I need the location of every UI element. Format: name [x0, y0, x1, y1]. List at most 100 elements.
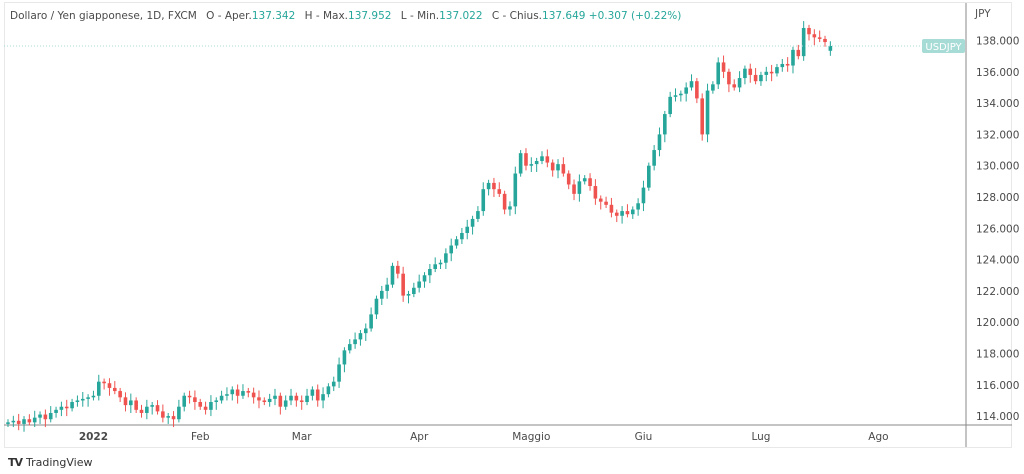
candle-down — [812, 34, 817, 38]
chart-frame — [4, 2, 1012, 448]
candle-up — [438, 262, 443, 265]
candle-down — [198, 402, 203, 407]
candle-down — [113, 387, 117, 392]
candle-up — [177, 406, 181, 420]
candle-up — [337, 364, 341, 382]
candle-up — [129, 400, 133, 406]
candle-down — [27, 419, 32, 423]
symbol-title: Dollaro / Yen giapponese, 1D, FXCM — [10, 10, 197, 22]
y-tick-label: 116.000 — [976, 380, 1019, 392]
candle-up — [422, 275, 427, 282]
candle-down — [203, 406, 208, 410]
candle-up — [369, 314, 373, 329]
candle-down — [171, 416, 176, 420]
y-tick-label: 118.000 — [976, 349, 1019, 361]
candle-up — [412, 287, 416, 295]
symbol-price-tag-label: USDJPY — [925, 42, 962, 53]
candle-up — [641, 187, 646, 204]
candle-down — [748, 68, 753, 75]
candle-up — [556, 164, 560, 171]
candle-up — [454, 239, 459, 246]
symbol-price-tag — [922, 38, 965, 53]
candle-up — [759, 74, 763, 82]
candle-up — [374, 298, 379, 315]
candle-down — [769, 71, 774, 74]
candle-down — [193, 397, 197, 403]
candle-down — [257, 397, 261, 401]
candle-down — [807, 27, 811, 35]
candle-up — [347, 344, 352, 351]
candle-up — [273, 395, 277, 399]
candle-down — [695, 81, 699, 99]
candle-up — [6, 422, 10, 424]
candle-up — [305, 395, 309, 403]
candle-up — [705, 90, 710, 135]
candle-up — [652, 150, 656, 166]
candle-up — [476, 211, 480, 219]
candle-up — [48, 412, 53, 420]
candle-up — [75, 400, 80, 403]
low-label: L - Min. — [400, 10, 440, 22]
candle-up — [582, 178, 587, 182]
x-tick-label: Giu — [635, 431, 653, 443]
candle-up — [380, 290, 384, 299]
candle-up — [241, 391, 245, 396]
candle-down — [727, 71, 731, 85]
x-tick-label: Lug — [751, 431, 770, 443]
candle-up — [711, 84, 715, 91]
y-tick-label: 136.000 — [976, 67, 1019, 79]
candle-down — [278, 395, 283, 407]
candle-up — [289, 395, 293, 401]
candle-down — [550, 162, 555, 171]
candle-up — [780, 63, 785, 68]
y-tick-label: 120.000 — [976, 317, 1019, 329]
candle-up — [353, 339, 357, 345]
candle-down — [161, 411, 165, 418]
candle-down — [315, 389, 320, 401]
candle-up — [444, 253, 448, 263]
candle-up — [828, 45, 833, 51]
candle-down — [502, 193, 507, 210]
x-tick-label: Feb — [191, 431, 210, 443]
candle-down — [294, 395, 299, 401]
candle-up — [150, 405, 154, 407]
candle-up — [428, 268, 432, 276]
candle-down — [262, 400, 267, 403]
candle-up — [716, 62, 721, 85]
candle-up — [331, 381, 336, 387]
candle-up — [775, 67, 779, 74]
candle-up — [801, 27, 806, 57]
candle-up — [209, 402, 213, 410]
candle-up — [70, 402, 74, 409]
candle-down — [614, 212, 619, 216]
currency-label: JPY — [975, 8, 991, 20]
candle-up — [59, 406, 64, 410]
candle-down — [123, 397, 128, 406]
candle-down — [823, 38, 827, 43]
candle-up — [460, 232, 464, 240]
candle-down — [817, 37, 822, 39]
footer: TV TradingView — [8, 456, 93, 469]
candle-down — [609, 204, 614, 213]
candle-up — [11, 420, 16, 423]
candle-up — [91, 395, 96, 398]
candle-down — [134, 400, 138, 410]
open-value: 137.342 — [251, 10, 296, 22]
candle-up — [508, 206, 512, 210]
change-value: +0.307 (+0.22%) — [588, 10, 682, 22]
candle-down — [524, 153, 528, 166]
candle-up — [406, 294, 411, 296]
candle-up — [529, 164, 534, 166]
candle-up — [470, 218, 475, 227]
low-value: 137.022 — [439, 10, 483, 22]
candle-down — [155, 405, 160, 412]
candle-up — [38, 414, 42, 418]
candle-up — [668, 96, 672, 115]
high-value: 137.952 — [348, 10, 392, 22]
candle-down — [43, 414, 48, 420]
candle-up — [630, 209, 635, 215]
candle-up — [358, 333, 363, 340]
y-tick-label: 132.000 — [976, 129, 1019, 141]
candle-up — [321, 394, 325, 401]
